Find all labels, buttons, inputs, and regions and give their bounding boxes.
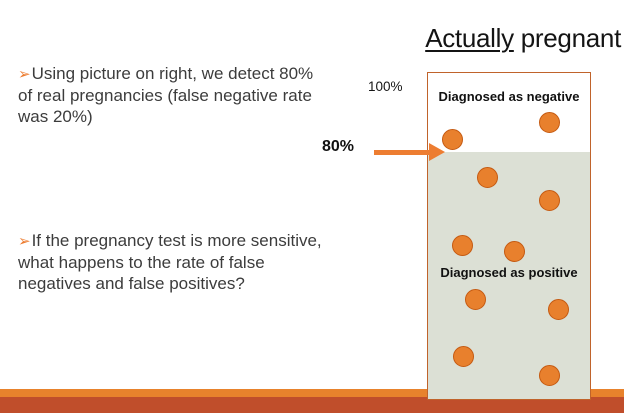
bullet-arrow-icon: ➢ <box>18 66 31 83</box>
axis-100-label: 100% <box>368 79 403 94</box>
pregnancy-dot <box>538 111 560 133</box>
pregnancy-dot <box>547 298 569 320</box>
arrow-head <box>429 143 445 161</box>
footer-bar <box>0 397 624 413</box>
pregnancy-dot <box>452 345 474 367</box>
threshold-80-label: 80% <box>322 138 355 155</box>
title-rest: pregnant <box>513 23 622 53</box>
bullet-text: If the pregnancy test is more sensitive,… <box>18 231 322 293</box>
slide-title: Actually pregnant <box>200 23 621 54</box>
region-negative-label: Diagnosed as negative <box>438 89 580 104</box>
pregnancy-dot <box>464 288 486 310</box>
title-underlined-word: Actually <box>425 23 514 53</box>
pregnancy-dot <box>476 166 498 188</box>
bullet-item-sensitivity-question: ➢If the pregnancy test is more sensitive… <box>18 230 330 294</box>
arrow-shaft <box>374 150 431 155</box>
pregnancy-dot <box>538 189 560 211</box>
region-positive-label: Diagnosed as positive <box>440 265 578 280</box>
bullet-item-detect-rate: ➢Using picture on right, we detect 80% o… <box>18 63 330 127</box>
bullet-text: Using picture on right, we detect 80% of… <box>18 64 314 126</box>
pregnancy-dot <box>503 240 525 262</box>
dots-layer <box>428 73 590 399</box>
diagnosis-box: Diagnosed as negative Diagnosed as posit… <box>427 72 591 400</box>
bullet-arrow-icon: ➢ <box>18 233 31 250</box>
pregnancy-dot <box>441 128 463 150</box>
footer-stripe <box>0 389 624 397</box>
pregnancy-dot <box>451 234 473 256</box>
pregnancy-dot <box>538 364 560 386</box>
